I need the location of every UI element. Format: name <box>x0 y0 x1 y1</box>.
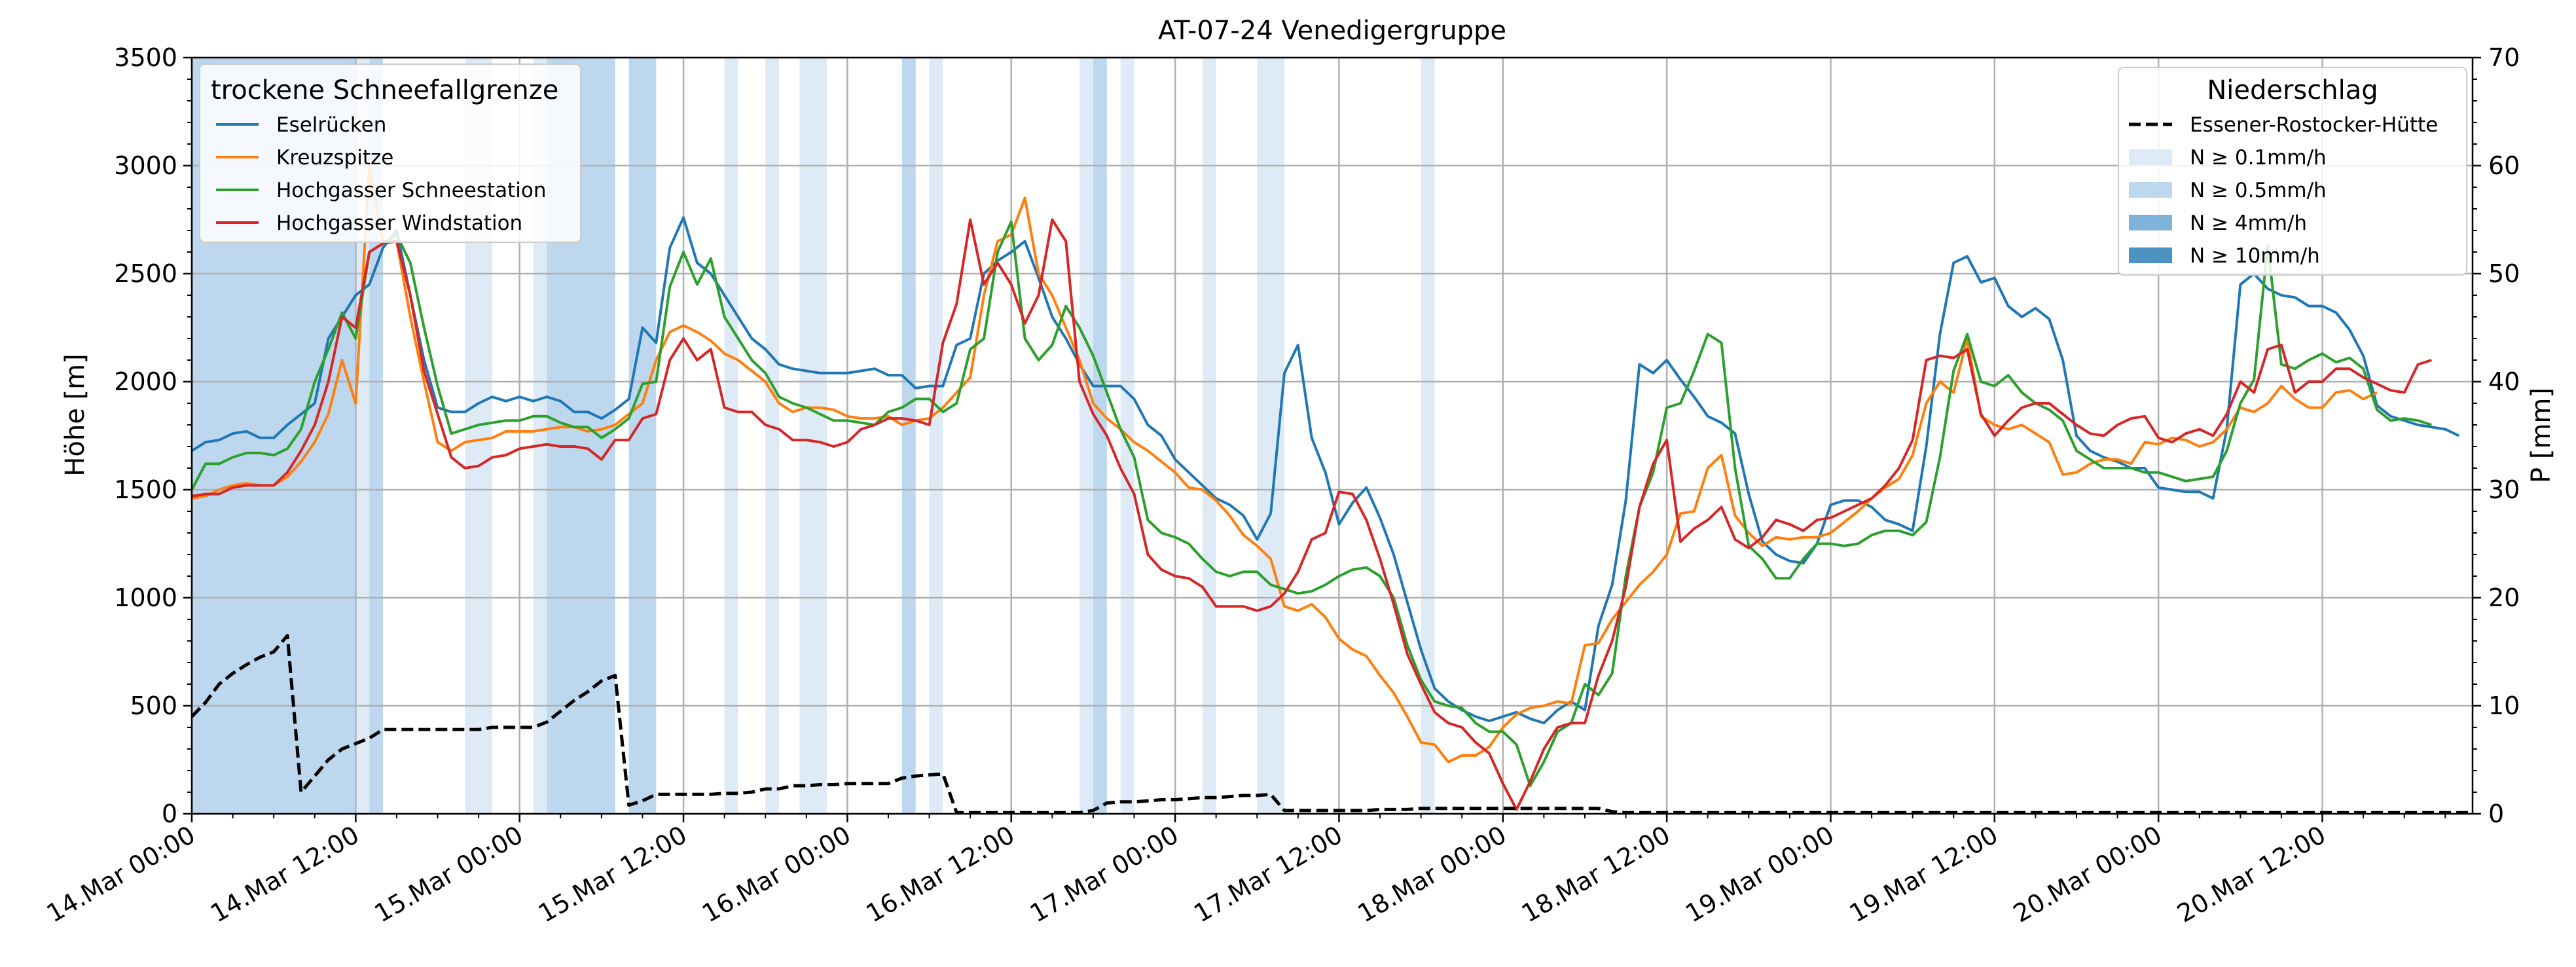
series-line-4 <box>190 634 2473 814</box>
left-tick-label-2: 1000 <box>114 583 177 612</box>
precip-band-16 <box>1257 58 1284 814</box>
legend-precip-label-3: N ≥ 4mm/h <box>2190 211 2307 235</box>
right-tick-label-2: 20 <box>2488 583 2520 612</box>
right-axis-ticks: 0 10 20 30 40 50 60 70 <box>2473 43 2520 828</box>
precip-band-9 <box>799 58 827 814</box>
precip-band-15 <box>1202 58 1216 814</box>
legend-precip-label-4: N ≥ 10mm/h <box>2190 244 2320 268</box>
left-tick-label-0: 0 <box>162 799 177 828</box>
left-tick-label-6: 3000 <box>114 151 177 180</box>
precip-band-7 <box>724 58 738 814</box>
left-tick-label-7: 3500 <box>114 43 177 72</box>
legend-snowline-box <box>199 64 581 243</box>
legend-precip-swatch-4 <box>2129 247 2172 263</box>
legend-precipitation: Niederschlag Essener-Rostocker-Hütte N ≥ … <box>2118 67 2467 276</box>
legend-snowline-label-3: Hochgasser Windstation <box>276 211 522 235</box>
legend-precip-label-0: Essener-Rostocker-Hütte <box>2190 113 2438 137</box>
precip-band-17 <box>1421 58 1435 814</box>
legend-precip-swatch-2 <box>2129 182 2172 198</box>
series-line-2 <box>190 220 2433 788</box>
right-tick-label-4: 40 <box>2488 367 2520 396</box>
legend-snowline: trockene Schneefallgrenze Eselrücken Kreu… <box>199 64 581 243</box>
legend-snowline-label-1: Kreuzspitze <box>276 146 393 170</box>
series-line-1 <box>191 164 2378 763</box>
precip-band-6 <box>628 58 657 814</box>
right-tick-label-5: 50 <box>2488 259 2520 288</box>
right-tick-label-7: 70 <box>2488 43 2520 72</box>
legend-precip-label-2: N ≥ 0.5mm/h <box>2190 179 2327 202</box>
precip-band-8 <box>765 58 780 814</box>
right-tick-label-3: 30 <box>2488 475 2520 504</box>
legend-precipitation-title: Niederschlag <box>2207 75 2378 105</box>
precip-band-12 <box>1079 58 1093 814</box>
legend-precipitation-box <box>2118 67 2467 276</box>
legend-precip-label-1: N ≥ 0.1mm/h <box>2190 146 2327 170</box>
left-axis-ticks: 0 500 1000 1500 2000 2500 3000 3500 <box>114 43 192 828</box>
legend-snowline-label-0: Eselrücken <box>276 113 386 137</box>
series-lines <box>190 164 2473 814</box>
legend-snowline-label-2: Hochgasser Schneestation <box>276 179 546 202</box>
series-line-0 <box>190 216 2459 725</box>
precip-band-4 <box>533 58 547 814</box>
left-axis-label: Höhe [m] <box>60 354 90 476</box>
precip-band-10 <box>901 58 916 814</box>
right-tick-label-1: 10 <box>2488 691 2520 720</box>
precip-band-13 <box>1093 58 1107 814</box>
left-tick-label-5: 2500 <box>114 259 177 288</box>
legend-snowline-title: trockene Schneefallgrenze <box>211 75 558 105</box>
left-tick-label-3: 1500 <box>114 475 177 504</box>
legend-precip-swatch-1 <box>2129 149 2172 165</box>
series-line-3 <box>191 218 2433 811</box>
precip-band-11 <box>929 58 943 814</box>
right-tick-label-0: 0 <box>2488 799 2504 828</box>
right-tick-label-6: 60 <box>2488 151 2520 180</box>
legend-precip-swatch-3 <box>2129 215 2172 230</box>
chart-title: AT-07-24 Venedigergruppe <box>1158 16 1506 46</box>
plot-frame <box>190 56 2474 815</box>
left-tick-label-4: 2000 <box>114 367 177 396</box>
left-tick-label-1: 500 <box>130 691 177 720</box>
right-axis-label: P [mm] <box>2526 388 2556 483</box>
